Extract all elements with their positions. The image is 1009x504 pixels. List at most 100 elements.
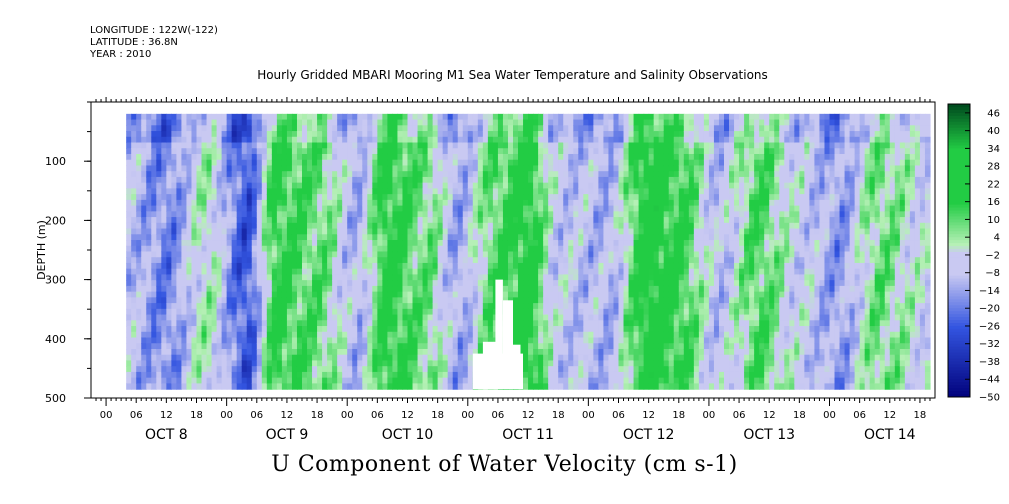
field-cell xyxy=(427,314,434,321)
field-cell xyxy=(513,165,519,172)
field-cell xyxy=(131,234,137,241)
field-cell xyxy=(276,176,283,184)
field-cell xyxy=(563,136,569,144)
field-cell xyxy=(211,257,218,264)
field-cell xyxy=(322,343,328,350)
field-cell xyxy=(161,165,167,172)
field-cell xyxy=(538,199,544,207)
field-cell xyxy=(206,165,213,172)
field-cell xyxy=(407,303,414,310)
field-cell xyxy=(502,119,509,126)
field-cell xyxy=(171,245,177,253)
field-cell xyxy=(291,113,298,121)
field-cell xyxy=(231,331,238,339)
field-cell xyxy=(603,371,610,379)
field-cell xyxy=(402,320,409,327)
field-cell xyxy=(528,234,534,241)
field-cell xyxy=(382,171,388,178)
field-cell xyxy=(186,314,193,321)
field-cell xyxy=(231,285,238,293)
field-cell xyxy=(638,136,645,144)
field-cell xyxy=(598,125,605,132)
field-cell xyxy=(487,268,494,276)
field-cell xyxy=(286,377,293,384)
field-cell xyxy=(362,131,368,138)
field-cell xyxy=(583,194,589,201)
field-cell xyxy=(422,211,429,218)
field-cell xyxy=(623,326,630,333)
field-cell xyxy=(578,268,584,276)
field-cell xyxy=(502,176,509,184)
field-cell xyxy=(357,354,363,362)
field-cell xyxy=(156,366,162,373)
field-cell xyxy=(618,222,625,230)
field-cell xyxy=(477,159,484,167)
field-cell xyxy=(462,136,469,144)
field-cell xyxy=(583,343,589,350)
field-cell xyxy=(608,165,615,172)
field-cell xyxy=(226,285,233,293)
field-cell xyxy=(487,188,494,195)
field-cell xyxy=(518,113,524,121)
field-cell xyxy=(563,262,569,270)
field-cell xyxy=(643,285,650,293)
field-cell xyxy=(181,303,188,310)
field-cell xyxy=(382,153,388,161)
field-cell xyxy=(462,285,469,293)
field-cell xyxy=(553,314,559,321)
field-cell xyxy=(256,360,263,367)
field-cell xyxy=(307,268,313,276)
field-cell xyxy=(382,354,388,362)
field-cell xyxy=(487,194,494,201)
field-cell xyxy=(291,354,298,362)
field-cell xyxy=(151,251,157,258)
field-cell xyxy=(603,314,610,321)
field-cell xyxy=(518,320,524,327)
field-cell xyxy=(477,280,484,287)
field-cell xyxy=(327,171,333,178)
field-cell xyxy=(322,148,328,155)
field-cell xyxy=(372,268,378,276)
field-cell xyxy=(256,303,263,310)
field-cell xyxy=(241,165,248,172)
field-cell xyxy=(347,303,353,310)
field-cell xyxy=(583,366,589,373)
field-cell xyxy=(513,159,519,167)
field-cell xyxy=(588,297,594,304)
field-cell xyxy=(457,234,464,241)
field-cell xyxy=(236,113,243,121)
field-cell xyxy=(377,337,383,344)
field-cell xyxy=(296,343,303,350)
field-cell xyxy=(623,211,630,218)
field-cell xyxy=(422,366,429,373)
field-cell xyxy=(452,343,459,350)
field-cell xyxy=(372,343,378,350)
field-cell xyxy=(151,354,157,362)
field-cell xyxy=(141,182,147,189)
field-cell xyxy=(236,199,243,207)
field-cell xyxy=(427,165,434,172)
field-cell xyxy=(573,131,579,138)
field-cell xyxy=(432,240,439,247)
field-cell xyxy=(196,371,203,379)
field-cell xyxy=(608,234,615,241)
field-cell xyxy=(261,113,268,121)
field-cell xyxy=(563,343,569,350)
field-cell xyxy=(452,303,459,310)
field-cell xyxy=(266,291,273,298)
field-cell xyxy=(357,257,363,264)
field-cell xyxy=(462,314,469,321)
field-cell xyxy=(191,337,198,344)
field-cell xyxy=(302,153,308,161)
field-cell xyxy=(156,251,162,258)
field-cell xyxy=(492,136,499,144)
field-cell xyxy=(548,217,554,224)
field-cell xyxy=(608,257,615,264)
field-cell xyxy=(538,159,544,167)
field-cell xyxy=(146,159,152,167)
field-cell xyxy=(603,188,610,195)
field-cell xyxy=(347,297,353,304)
field-cell xyxy=(558,268,564,276)
field-cell xyxy=(377,354,383,362)
field-cell xyxy=(312,234,318,241)
